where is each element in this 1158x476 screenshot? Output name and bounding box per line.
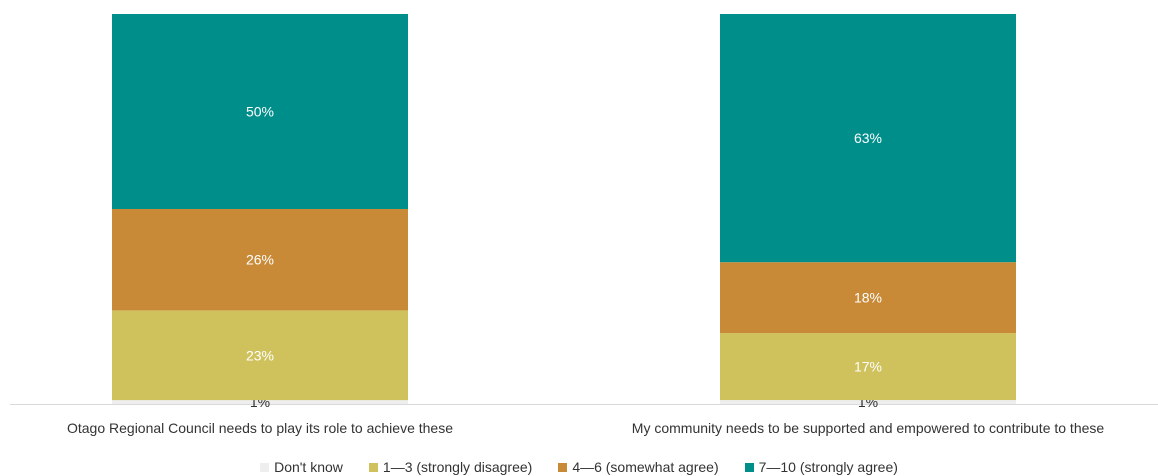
legend: Don't know 1—3 (strongly disagree) 4—6 (so… — [0, 458, 1158, 476]
legend-label: Don't know — [274, 459, 343, 475]
legend-swatch — [260, 462, 270, 472]
data-label: 18% — [854, 290, 882, 306]
bar-segment — [720, 400, 1016, 404]
legend-item: 4—6 (somewhat agree) — [558, 459, 719, 475]
data-label: 50% — [246, 104, 274, 120]
bar-segment — [720, 333, 1016, 401]
bar-segment — [112, 400, 408, 404]
data-label: 26% — [246, 252, 274, 268]
legend-swatch — [558, 462, 568, 472]
bar-segment — [720, 262, 1016, 334]
bar-segment — [112, 14, 408, 209]
legend-swatch — [744, 462, 754, 472]
category-label: My community needs to be supported and e… — [632, 420, 1105, 436]
legend-item: 7—10 (strongly agree) — [744, 459, 898, 475]
legend-label: 7—10 (strongly agree) — [758, 459, 898, 475]
bar-segment — [112, 310, 408, 401]
legend-label: 1—3 (strongly disagree) — [382, 459, 533, 475]
chart-area: 1%23%26%50%Otago Regional Council needs … — [10, 14, 1158, 436]
bar-segment — [720, 14, 1016, 263]
legend-item: Don't know — [260, 459, 343, 475]
data-label: 63% — [854, 130, 882, 146]
category-label: Otago Regional Council needs to play its… — [67, 420, 453, 436]
legend-label: 4—6 (somewhat agree) — [572, 459, 719, 475]
bar-segment — [112, 209, 408, 311]
legend-swatch — [368, 462, 378, 472]
data-label: 17% — [854, 359, 882, 375]
data-label: 23% — [246, 347, 274, 363]
legend-item: 1—3 (strongly disagree) — [368, 459, 533, 475]
